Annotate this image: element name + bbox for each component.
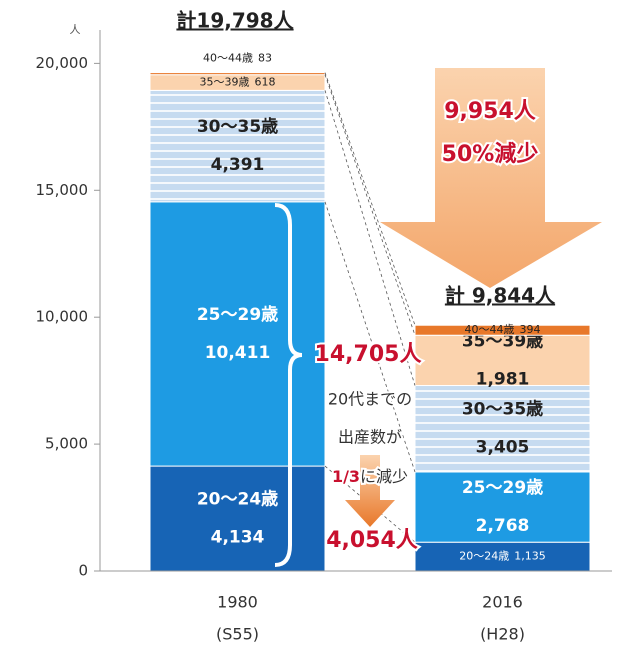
segment-label: 35～39歳 618 xyxy=(200,76,276,89)
total-label: 計19,798人 xyxy=(176,9,294,33)
value-label: 618 xyxy=(255,76,276,89)
annotation: 1/3 xyxy=(332,467,360,486)
segment-label: 40～44歳 83 xyxy=(203,52,272,65)
x-tick-sublabel: (S55) xyxy=(216,625,259,644)
bar-segment xyxy=(149,72,326,76)
value-label: 83 xyxy=(258,52,272,65)
segment-name: 35～39歳 xyxy=(200,76,250,89)
segment-name: 40～44歳 xyxy=(203,52,253,65)
y-tick-label: 10,000 xyxy=(36,308,89,326)
bar-segment xyxy=(414,324,591,336)
value-label: 10,411 xyxy=(205,343,271,363)
stripes xyxy=(150,90,325,202)
bar-segment xyxy=(414,334,591,387)
connector xyxy=(324,74,416,336)
y-tick-label: 0 xyxy=(78,562,88,580)
value-label: 3,405 xyxy=(476,438,530,458)
connector xyxy=(324,72,416,326)
segment-name: 30～35歳 xyxy=(197,116,278,137)
x-tick-sublabel: (H28) xyxy=(480,625,525,644)
segment-name: 25～29歳 xyxy=(197,304,278,325)
annotation: 4,054人 xyxy=(326,528,418,553)
value-label: 4,134 xyxy=(211,528,265,548)
bar-segment xyxy=(414,471,591,543)
segment-name: 20～24歳 xyxy=(197,489,278,510)
y-tick-label: 20,000 xyxy=(36,54,89,72)
segment-label: 40～44歳 394 xyxy=(465,323,541,336)
x-tick-label: 1980 xyxy=(217,593,258,612)
small-arrow xyxy=(345,455,395,527)
value-label: 2,768 xyxy=(476,516,530,536)
annotation: 出産数が xyxy=(338,428,402,447)
annotation: 20代までの xyxy=(328,390,412,409)
segment-name: 40～44歳 xyxy=(465,323,515,336)
brace xyxy=(274,203,303,567)
connector xyxy=(324,465,416,543)
total-label: 計 9,844人 xyxy=(445,284,556,308)
annotation: 1/3に減少 xyxy=(332,467,408,486)
annotation: 14,705人 xyxy=(315,342,422,367)
decrease-pct-label: 50%減少 xyxy=(442,142,539,167)
unit-label: 人 xyxy=(70,23,81,36)
decrease-label: 9,954人 xyxy=(444,99,536,124)
segment-name: 30～35歳 xyxy=(462,399,543,420)
decrease-arrow xyxy=(380,68,602,288)
y-tick-label: 5,000 xyxy=(45,435,88,453)
segment-name: 25～29歳 xyxy=(462,477,543,498)
value-label: 1,981 xyxy=(476,369,530,389)
stripes xyxy=(415,385,590,472)
value-label: 4,391 xyxy=(211,155,265,175)
segment-name: 20～24歳 xyxy=(459,550,509,563)
x-tick-label: 2016 xyxy=(482,593,523,612)
bar-segment xyxy=(149,201,326,467)
bar-segment xyxy=(149,465,326,572)
value-label: 394 xyxy=(520,323,541,336)
annotation: に減少 xyxy=(360,467,408,486)
segment-label: 20～24歳 1,135 xyxy=(459,550,546,563)
value-label: 1,135 xyxy=(514,550,546,563)
y-tick-label: 15,000 xyxy=(36,181,89,199)
